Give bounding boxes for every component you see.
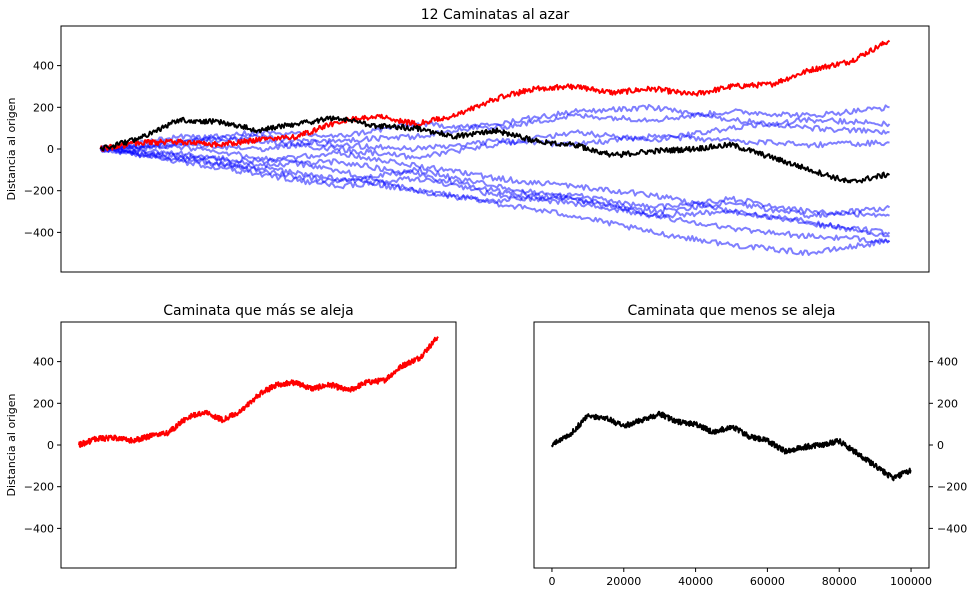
chart-title: 12 Caminatas al azar <box>421 7 570 23</box>
chart-title: Caminata que más se aleja <box>163 303 354 319</box>
series-line <box>99 143 891 256</box>
x-tick-label: 100000 <box>890 575 932 588</box>
y-tick-label: −200 <box>24 185 54 198</box>
y-tick-label: 0 <box>937 439 944 452</box>
y-tick-label: 400 <box>33 60 54 73</box>
chart-panel-0: −400 −200 0 200 400 12 Caminatas al azar Dista… <box>5 7 930 273</box>
series-line <box>78 336 439 448</box>
axes-frame <box>533 321 930 569</box>
chart-title: Caminata que menos se aleja <box>627 303 835 319</box>
series-group <box>551 410 912 482</box>
y-tick-label: −400 <box>937 522 967 535</box>
x-tick-label: 80000 <box>822 575 857 588</box>
y-tick-label: 200 <box>937 397 958 410</box>
y-tick-label: −400 <box>24 522 54 535</box>
chart-panel-1: −400 −200 0 200 400 Caminata que más se aleja… <box>5 303 457 569</box>
x-tick-label: 0 <box>548 575 555 588</box>
series-line <box>551 410 912 482</box>
series-line <box>99 39 891 152</box>
series-line <box>100 146 891 236</box>
series-group <box>99 39 891 256</box>
series-line <box>99 115 890 184</box>
y-tick-label: −200 <box>937 481 967 494</box>
y-tick-label: 0 <box>47 439 54 452</box>
series-line <box>100 133 890 153</box>
y-tick-label: 400 <box>937 356 958 369</box>
x-tick-label: 20000 <box>606 575 641 588</box>
series-line <box>99 104 890 151</box>
y-tick-label: −200 <box>24 481 54 494</box>
y-tick-label: 0 <box>47 143 54 156</box>
series-line <box>99 147 890 238</box>
y-tick-label: 200 <box>33 397 54 410</box>
series-line <box>99 103 890 153</box>
y-axis-label: Distancia al origen <box>5 394 18 497</box>
chart-panel-2: −400 −200 0 200 400 0 20000 40000 60000 80000 1000… <box>533 303 967 588</box>
series-group <box>78 336 439 448</box>
y-tick-label: 400 <box>33 356 54 369</box>
y-tick-label: 200 <box>33 101 54 114</box>
series-line <box>99 148 890 218</box>
axes-frame <box>60 321 457 569</box>
x-tick-label: 40000 <box>678 575 713 588</box>
series-line <box>100 146 891 219</box>
y-axis-label: Distancia al origen <box>5 98 18 201</box>
y-tick-label: −400 <box>24 226 54 239</box>
x-tick-label: 60000 <box>750 575 785 588</box>
